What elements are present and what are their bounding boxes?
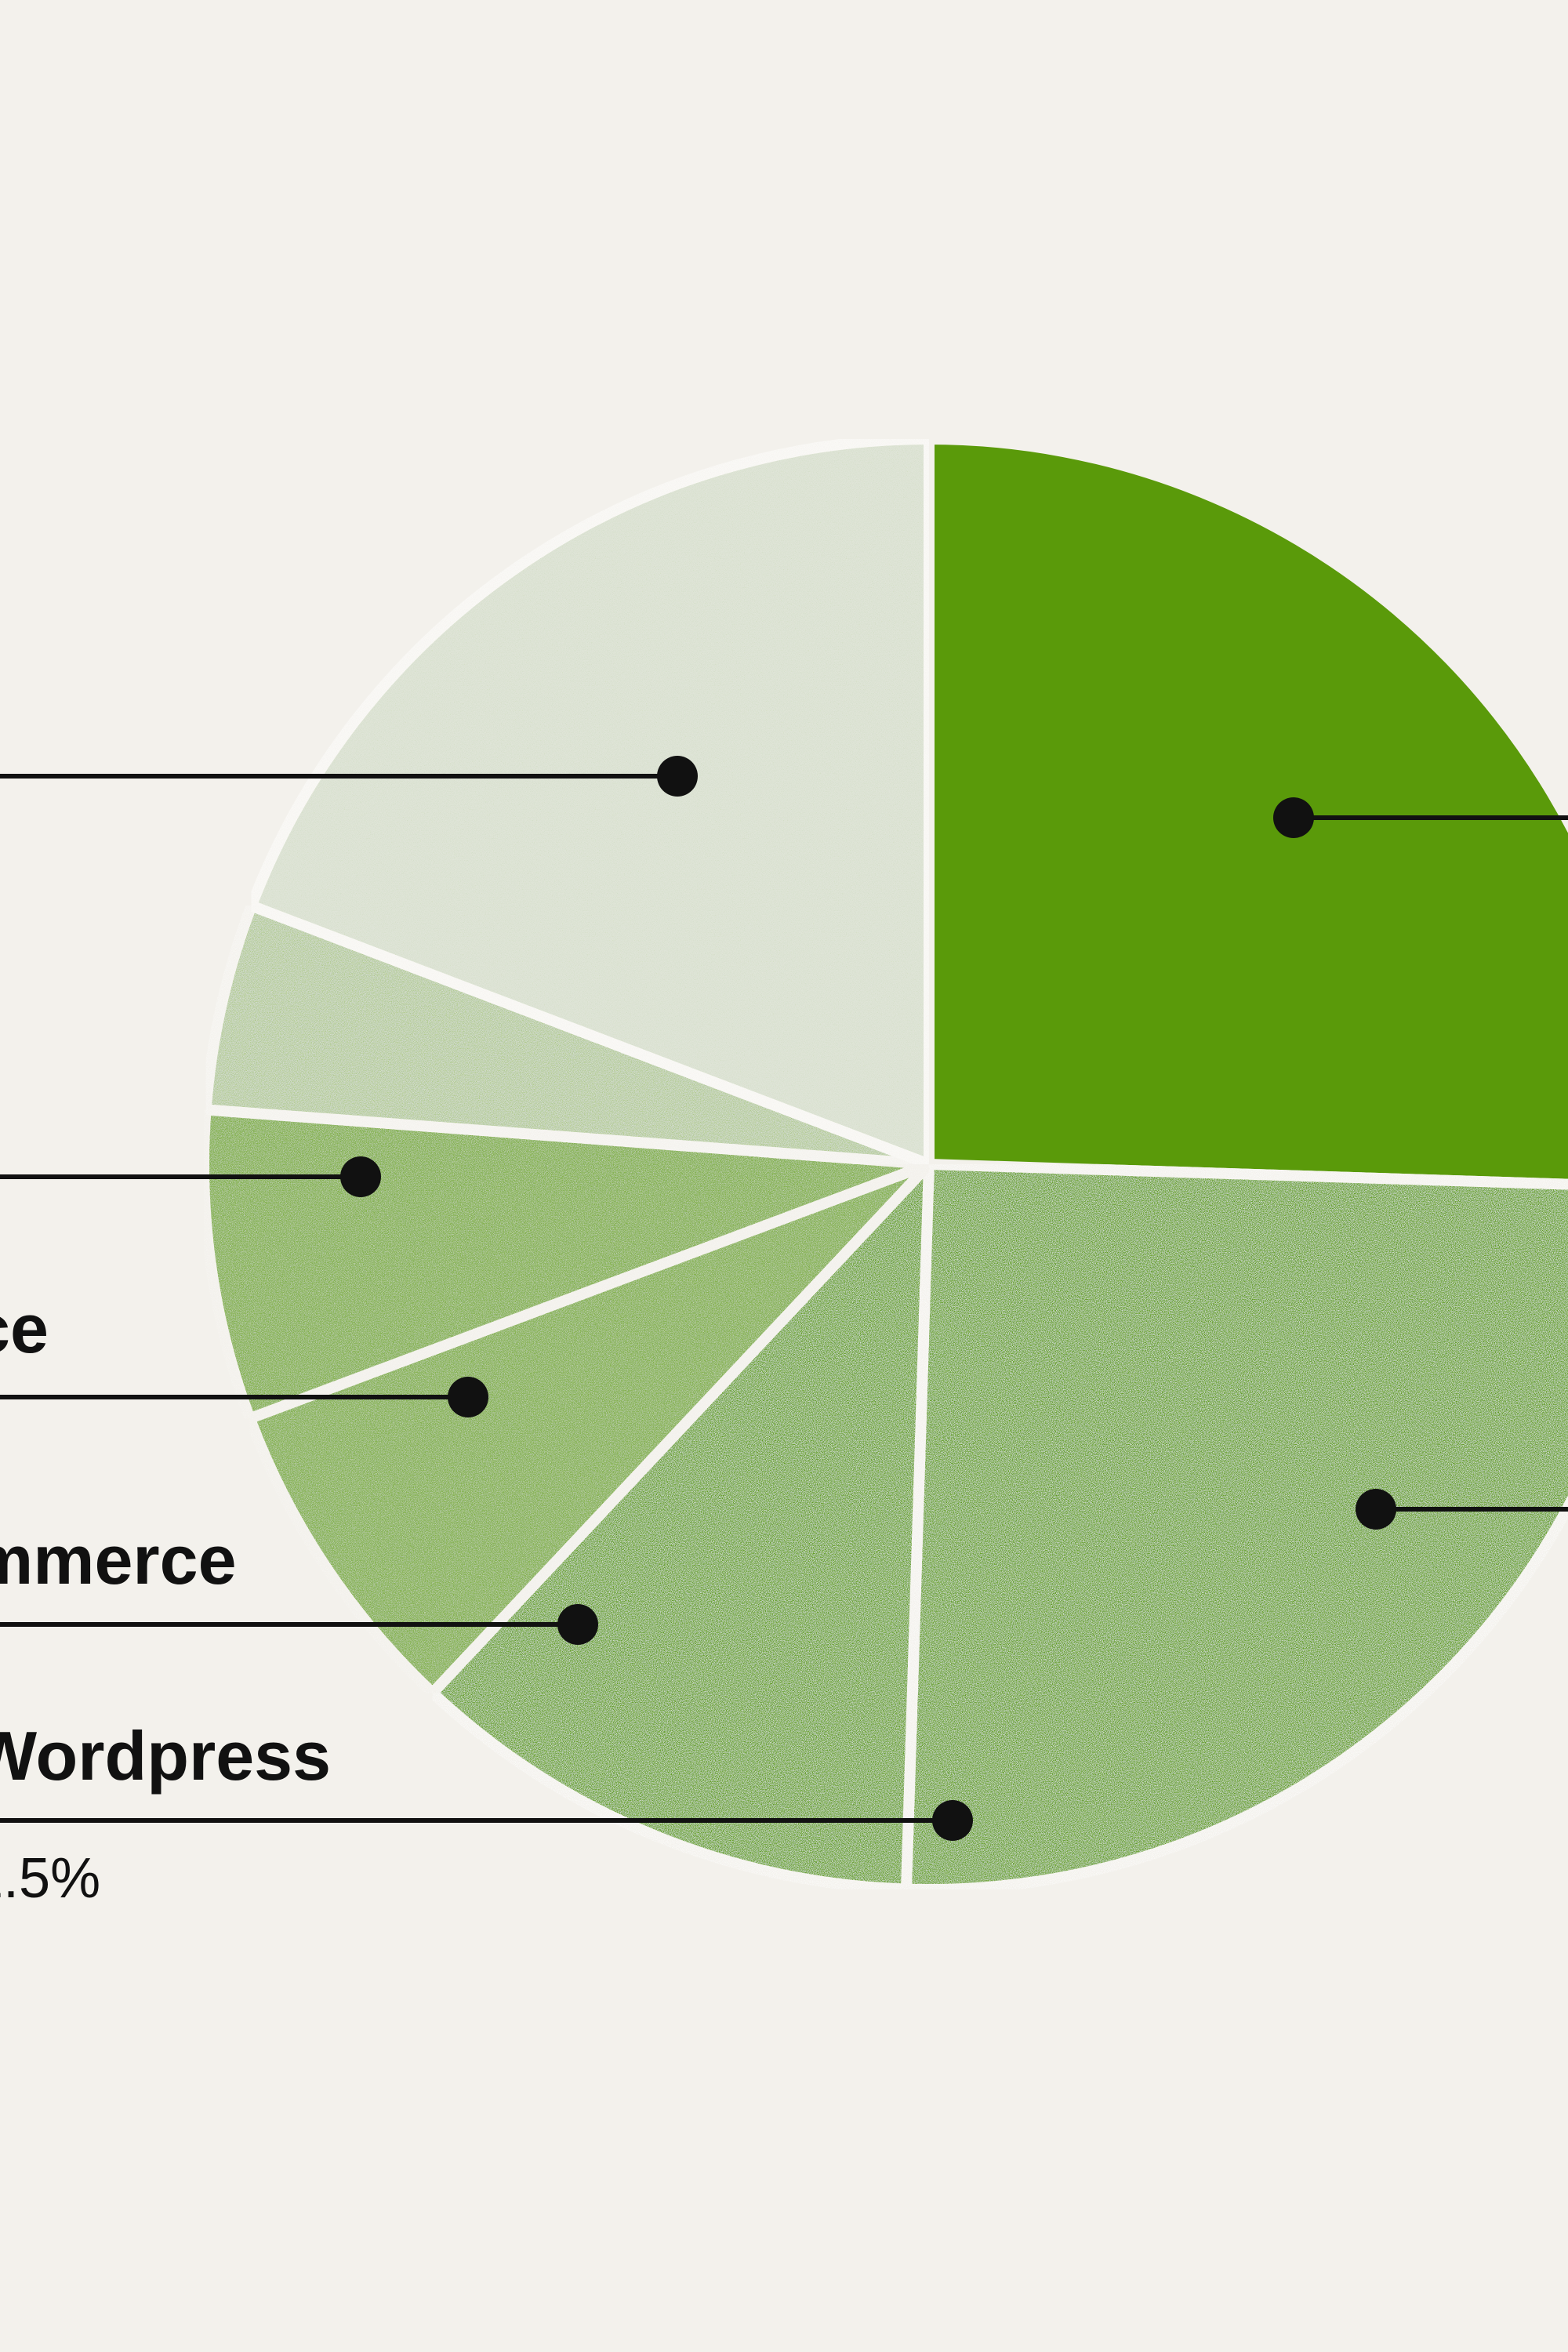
slice-label-3: Wordpress (0, 1717, 331, 1795)
pie-slice-1 (924, 434, 1568, 1190)
pie-slices (198, 434, 1568, 1895)
pie-slice-2 (900, 1159, 1568, 1895)
pie-slice-7 (245, 434, 935, 1170)
pie-slice-3 (426, 1159, 935, 1895)
slice-value-label-3: 1.5% (0, 1847, 100, 1910)
pie-slice-4 (244, 1159, 935, 1699)
callout-dot-4 (557, 1604, 598, 1645)
callout-dot-7 (657, 756, 698, 797)
callout-dot-1 (1273, 797, 1314, 838)
pie-slice-5 (198, 1104, 935, 1425)
callout-dot-2 (1356, 1489, 1396, 1530)
callout-dot-6 (340, 1156, 381, 1197)
pie-callouts: Wordpress1.5%mmercecer (0, 756, 1568, 1910)
callout-dot-3 (932, 1800, 973, 1841)
slice-label-5: ce (0, 1290, 49, 1367)
slice-label-4: mmerce (0, 1521, 237, 1599)
callout-dot-5 (448, 1377, 488, 1417)
